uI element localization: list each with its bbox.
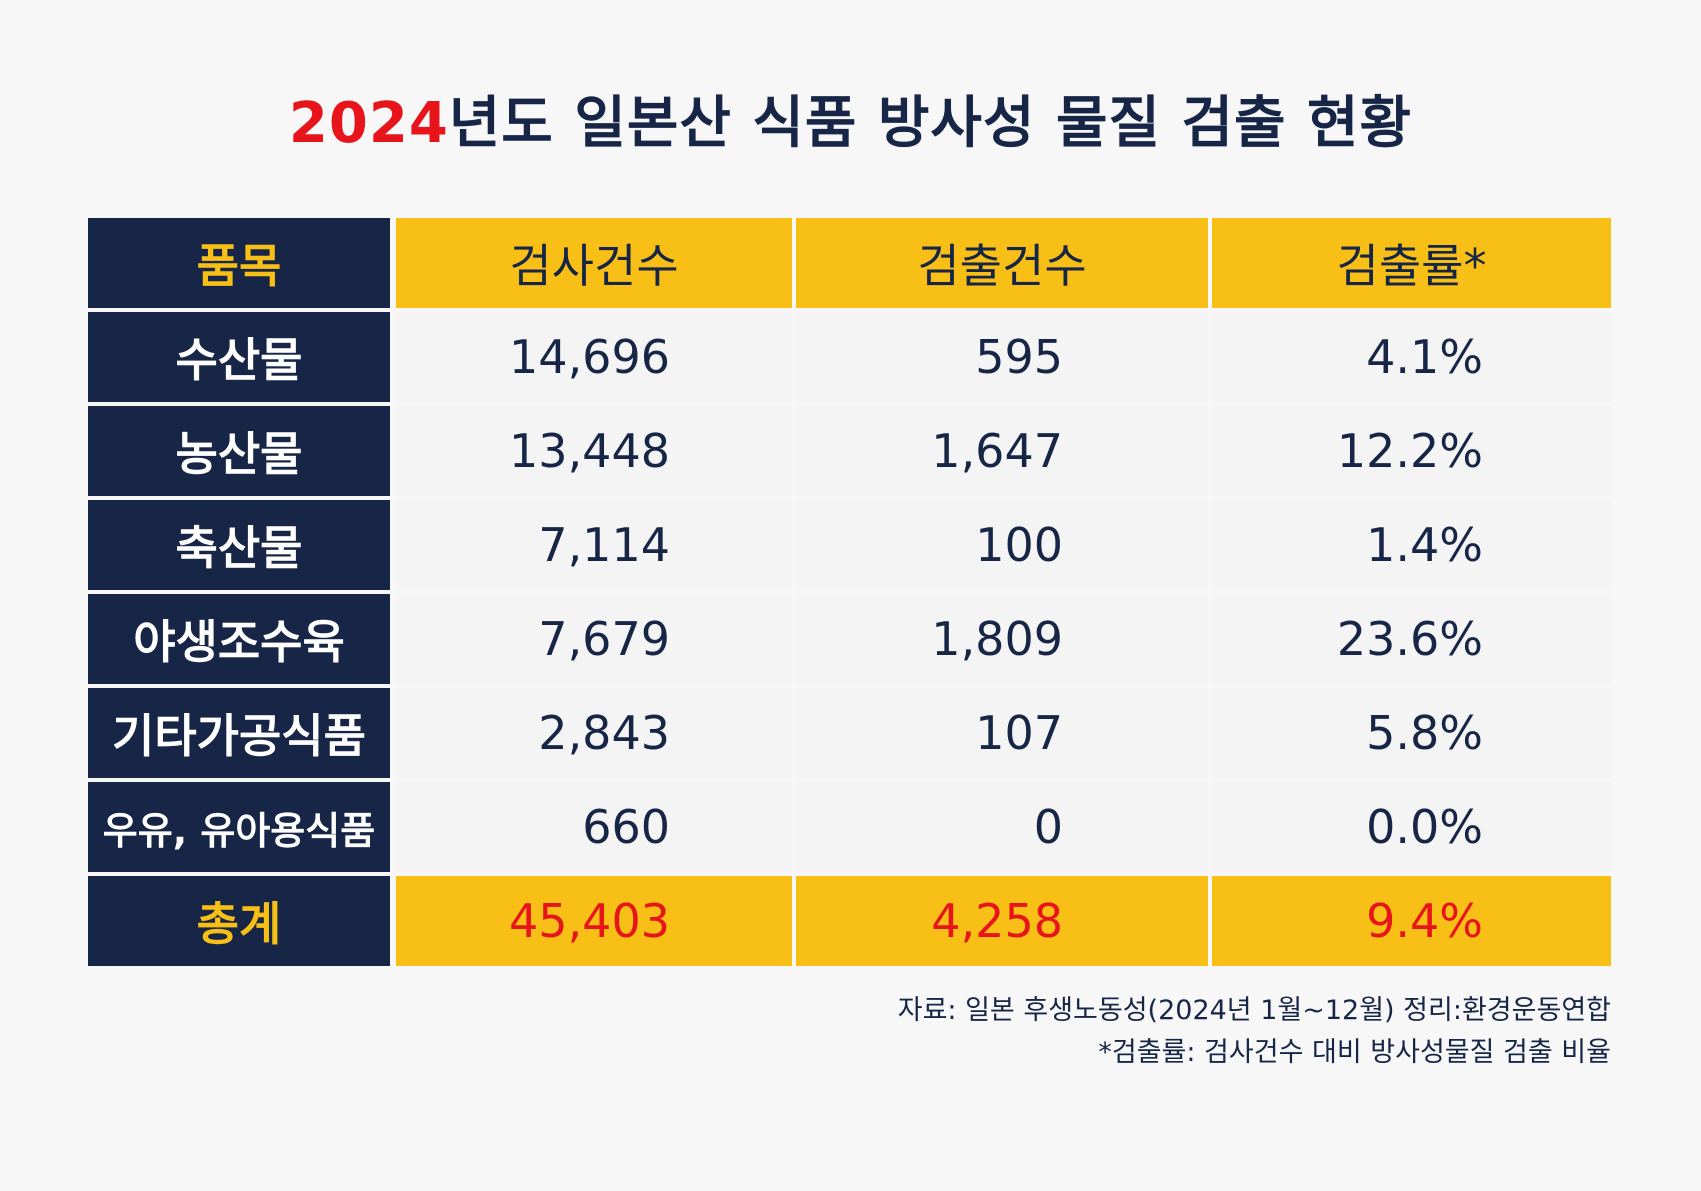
- row-detections: 1,809: [796, 594, 1208, 684]
- header-rate: 검출률*: [1212, 218, 1611, 308]
- row-item: 농산물: [88, 406, 390, 496]
- source-note: 자료: 일본 후생노동성(2024년 1월~12월) 정리:환경운동연합: [897, 995, 1611, 1026]
- row-detections: 100: [796, 500, 1208, 590]
- header-item: 품목: [88, 218, 390, 308]
- table-row: 농산물 13,448 1,647 12.2%: [88, 406, 1611, 496]
- title-text: 년도 일본산 식품 방사성 물질 검출 현황: [448, 91, 1413, 156]
- detection-table: 품목 검사건수 검출건수 검출률* 수산물 14,696 595 4.1% 농산…: [88, 218, 1611, 970]
- row-tests: 7,114: [396, 500, 792, 590]
- table-row: 축산물 7,114 100 1.4%: [88, 500, 1611, 590]
- total-detections: 4,258: [796, 876, 1208, 966]
- table-row: 우유, 유아용식품 660 0 0.0%: [88, 782, 1611, 872]
- row-item: 수산물: [88, 312, 390, 402]
- footnotes: 자료: 일본 후생노동성(2024년 1월~12월) 정리:환경운동연합 *검출…: [898, 990, 1611, 1074]
- table-total-row: 총계 45,403 4,258 9.4%: [88, 876, 1611, 966]
- row-rate: 4.1%: [1212, 312, 1611, 402]
- row-rate: 5.8%: [1212, 688, 1611, 778]
- row-detections: 107: [796, 688, 1208, 778]
- header-detections: 검출건수: [796, 218, 1208, 308]
- header-tests: 검사건수: [396, 218, 792, 308]
- title-year: 2024: [288, 91, 449, 156]
- row-rate: 12.2%: [1212, 406, 1611, 496]
- row-tests: 660: [396, 782, 792, 872]
- total-rate: 9.4%: [1212, 876, 1611, 966]
- row-item: 우유, 유아용식품: [88, 782, 390, 872]
- row-item: 축산물: [88, 500, 390, 590]
- row-rate: 1.4%: [1212, 500, 1611, 590]
- row-tests: 7,679: [396, 594, 792, 684]
- total-tests: 45,403: [396, 876, 792, 966]
- row-detections: 1,647: [796, 406, 1208, 496]
- table-row: 기타가공식품 2,843 107 5.8%: [88, 688, 1611, 778]
- row-item: 기타가공식품: [88, 688, 390, 778]
- table-row: 수산물 14,696 595 4.1%: [88, 312, 1611, 402]
- row-detections: 595: [796, 312, 1208, 402]
- row-rate: 23.6%: [1212, 594, 1611, 684]
- row-detections: 0: [796, 782, 1208, 872]
- page-title: 2024년도 일본산 식품 방사성 물질 검출 현황: [0, 88, 1701, 160]
- rate-footnote: *검출률: 검사건수 대비 방사성물질 검출 비율: [1098, 1037, 1611, 1068]
- table-header-row: 품목 검사건수 검출건수 검출률*: [88, 218, 1611, 308]
- total-item: 총계: [88, 876, 390, 966]
- row-tests: 14,696: [396, 312, 792, 402]
- row-tests: 2,843: [396, 688, 792, 778]
- row-item: 야생조수육: [88, 594, 390, 684]
- row-tests: 13,448: [396, 406, 792, 496]
- table-row: 야생조수육 7,679 1,809 23.6%: [88, 594, 1611, 684]
- row-rate: 0.0%: [1212, 782, 1611, 872]
